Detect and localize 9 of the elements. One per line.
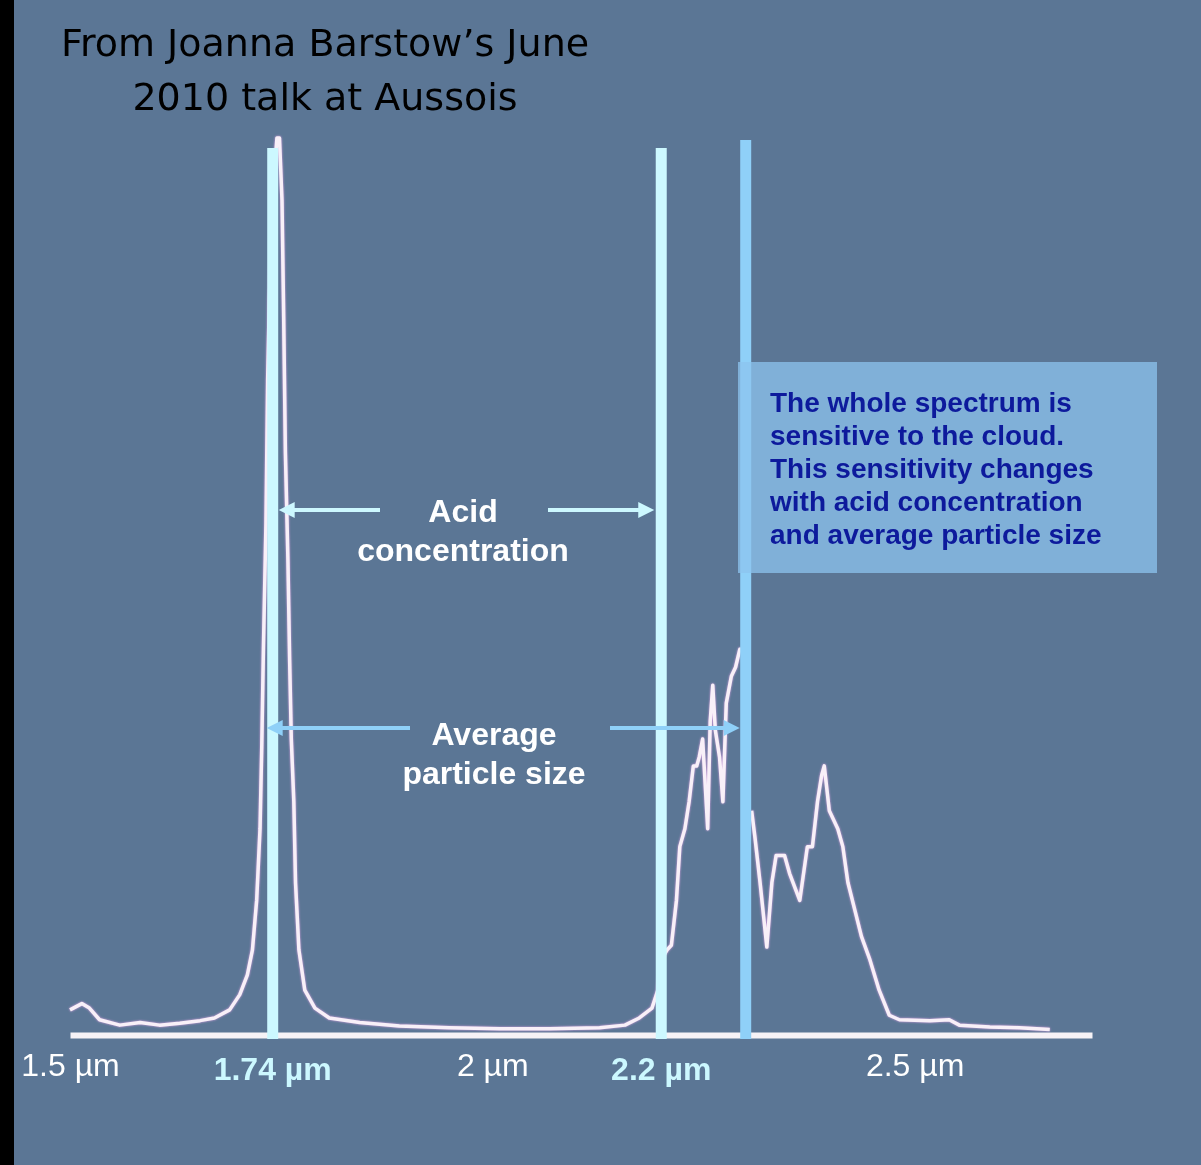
annotation: Acid concentration xyxy=(357,493,569,568)
ref-line-label: 1.74 µm xyxy=(213,1051,332,1087)
annotation: The whole spectrum is sensitive to the cloud. This sensitivity changes with acid concentration and average particle size xyxy=(769,387,1102,550)
x-tick-label: 1.5 µm xyxy=(21,1046,120,1083)
ref-line-label: 2.2 µm xyxy=(611,1051,712,1087)
x-tick-label: 2 µm xyxy=(456,1046,529,1083)
annotation: Average particle size xyxy=(402,716,586,791)
x-tick-label: 2.5 µm xyxy=(865,1046,965,1083)
chart-title: From Joanna Barstow’s June 2010 talk at Aussois xyxy=(60,21,590,119)
